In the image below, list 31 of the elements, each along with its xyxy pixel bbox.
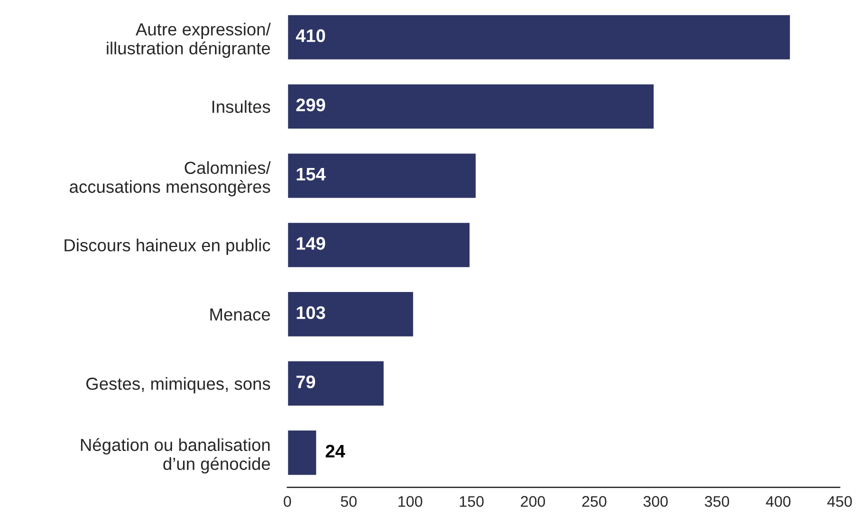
bar	[287, 221, 471, 269]
y-tick-label: Menace	[210, 308, 270, 321]
x-tick-label: 300	[643, 496, 668, 507]
bar	[287, 152, 478, 200]
data-label: 154	[296, 168, 326, 181]
y-tick-label: Autre expression/ illustration dénigrante	[106, 22, 271, 58]
data-label: 24	[326, 444, 346, 458]
x-tick-label: 150	[460, 496, 484, 507]
y-tick-label: Négation ou banalisation d’un génocide	[81, 438, 270, 474]
x-tick-label: 350	[704, 496, 730, 507]
bar	[287, 82, 656, 130]
data-label: 149	[296, 237, 326, 250]
bar	[287, 360, 386, 407]
data-label: 299	[296, 98, 326, 112]
y-tick-label: Insultes	[212, 100, 270, 113]
x-tick-label: 50	[340, 496, 357, 507]
data-label: 410	[296, 29, 326, 42]
x-tick-label: 0	[284, 496, 292, 507]
y-tick-label: Discours haineux en public	[64, 238, 270, 255]
y-tick-label: Gestes, mimiques, sons	[86, 377, 270, 394]
data-label: 79	[296, 376, 316, 388]
y-tick-label: Calomnies/ accusations mensongères	[70, 161, 271, 196]
x-tick-label: 450	[827, 496, 852, 507]
bar	[287, 14, 792, 61]
bar	[287, 429, 318, 476]
bar	[287, 290, 414, 338]
x-tick-label: 400	[766, 496, 790, 507]
x-tick-label: 200	[520, 496, 546, 507]
x-tick-label: 100	[398, 496, 422, 507]
x-tick-label: 250	[582, 496, 606, 507]
data-label: 103	[296, 306, 326, 320]
